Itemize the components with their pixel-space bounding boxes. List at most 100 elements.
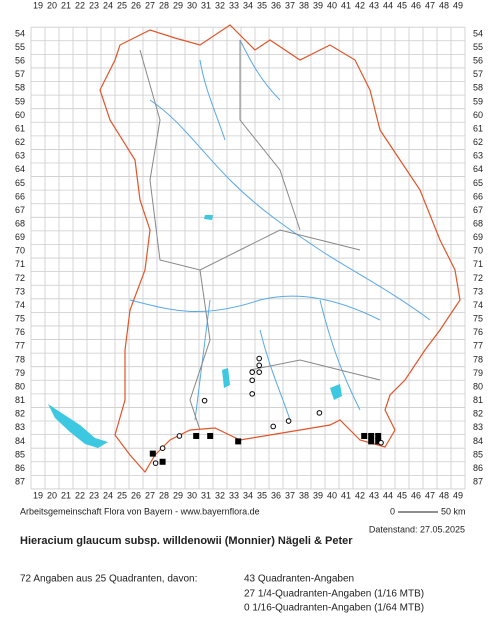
column-label: 37 [285, 0, 295, 10]
column-label: 42 [355, 0, 365, 10]
column-label: 37 [285, 490, 295, 500]
district-borders [139, 40, 381, 431]
column-label: 28 [159, 490, 169, 500]
row-label: 85 [15, 449, 25, 459]
column-label: 22 [75, 490, 85, 500]
row-label: 58 [473, 83, 483, 93]
record-square [368, 432, 375, 439]
row-label: 84 [473, 436, 483, 446]
column-label: 44 [383, 490, 393, 500]
row-label: 79 [15, 368, 25, 378]
column-label: 20 [47, 490, 57, 500]
column-label: 23 [89, 0, 99, 10]
stats-line: 27 1/4-Quadranten-Angaben (1/16 MTB) [244, 589, 424, 600]
column-label: 34 [243, 490, 253, 500]
record-circle [201, 397, 208, 404]
row-label: 68 [15, 218, 25, 228]
row-label: 76 [473, 327, 483, 337]
record-square [375, 438, 382, 445]
scale-end: 50 km [441, 506, 466, 516]
column-label: 36 [271, 0, 281, 10]
column-label: 21 [61, 490, 71, 500]
record-circle [256, 355, 263, 362]
row-label: 54 [473, 28, 483, 38]
record-circle [256, 362, 263, 369]
occurrences [149, 355, 384, 466]
column-label: 33 [229, 0, 239, 10]
column-label: 24 [103, 0, 113, 10]
record-square [361, 432, 368, 439]
stats-summary: 72 Angaben aus 25 Quadranten, davon: [20, 574, 197, 585]
row-label: 54 [15, 28, 25, 38]
row-label: 59 [473, 96, 483, 106]
record-square [149, 450, 156, 457]
row-label: 82 [15, 409, 25, 419]
row-label: 63 [473, 151, 483, 161]
column-label: 33 [229, 490, 239, 500]
row-label: 76 [15, 327, 25, 337]
column-label: 28 [159, 0, 169, 10]
row-label: 73 [473, 286, 483, 296]
row-label: 67 [473, 205, 483, 215]
row-label: 74 [473, 300, 483, 310]
row-label: 61 [15, 123, 25, 133]
credit: Arbeitsgemeinschaft Flora von Bayern - w… [20, 506, 260, 516]
row-label: 56 [473, 56, 483, 66]
column-label: 26 [131, 0, 141, 10]
row-label: 79 [473, 368, 483, 378]
record-square [235, 438, 242, 445]
column-label: 19 [33, 490, 43, 500]
row-label: 64 [15, 164, 25, 174]
row-label: 57 [473, 69, 483, 79]
row-label: 75 [15, 314, 25, 324]
row-label: 87 [473, 477, 483, 487]
row-label: 80 [473, 381, 483, 391]
row-label: 71 [473, 259, 483, 269]
scale-start: 0 [390, 506, 395, 516]
column-label: 40 [327, 490, 337, 500]
column-label: 48 [439, 490, 449, 500]
column-label: 27 [145, 490, 155, 500]
row-label: 80 [15, 381, 25, 391]
grid: 19 19 20 20 21 21 22 22 23 23 24 24 25 25 26 26 27 27 28 28… [15, 0, 483, 500]
column-label: 30 [187, 0, 197, 10]
column-label: 24 [103, 490, 113, 500]
column-label: 25 [117, 490, 127, 500]
row-label: 59 [15, 96, 25, 106]
row-label: 57 [15, 69, 25, 79]
column-label: 46 [411, 490, 421, 500]
record-square [207, 432, 214, 439]
row-label: 66 [473, 191, 483, 201]
record-circle [152, 460, 159, 466]
row-label: 74 [15, 300, 25, 310]
column-label: 21 [61, 0, 71, 10]
column-label: 35 [257, 0, 267, 10]
record-circle [159, 445, 166, 451]
column-label: 48 [439, 0, 449, 10]
record-square [193, 432, 200, 439]
row-label: 63 [15, 151, 25, 161]
column-label: 31 [201, 0, 211, 10]
row-label: 87 [15, 477, 25, 487]
row-label: 83 [15, 422, 25, 432]
column-label: 43 [369, 490, 379, 500]
column-label: 49 [453, 0, 463, 10]
column-label: 41 [341, 490, 351, 500]
row-label: 78 [473, 354, 483, 364]
row-label: 71 [15, 259, 25, 269]
record-circle [249, 391, 255, 397]
row-label: 66 [15, 191, 25, 201]
column-label: 43 [369, 0, 379, 10]
lakes [48, 215, 342, 448]
row-label: 60 [473, 110, 483, 120]
row-label: 68 [473, 218, 483, 228]
row-label: 75 [473, 314, 483, 324]
row-label: 81 [473, 395, 483, 405]
column-label: 34 [243, 0, 253, 10]
row-label: 73 [15, 286, 25, 296]
column-label: 27 [145, 0, 155, 10]
row-label: 60 [15, 110, 25, 120]
column-label: 42 [355, 490, 365, 500]
column-label: 45 [397, 490, 407, 500]
